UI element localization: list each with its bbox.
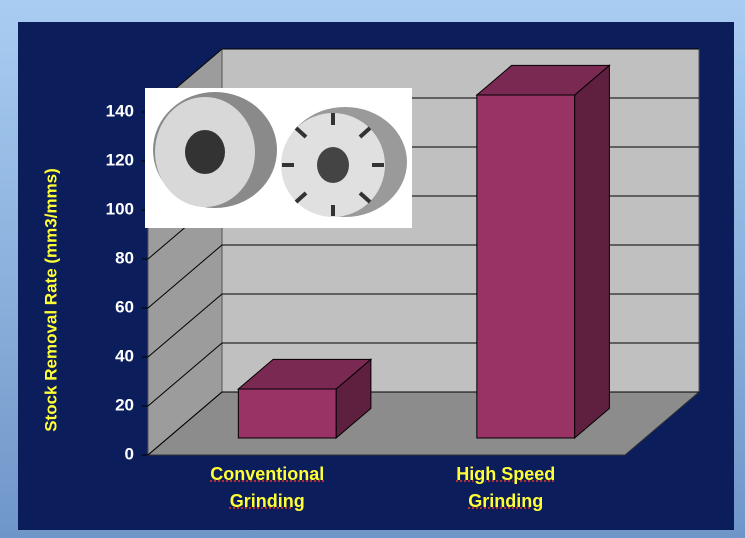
y-tick-label: 120 xyxy=(106,150,134,169)
y-tick-label: 100 xyxy=(106,199,134,218)
photo xyxy=(145,88,412,228)
x-tick-label: High Speed Grinding xyxy=(456,464,556,511)
y-axis-title: Stock Removal Rate (mm3/mms) xyxy=(41,168,60,432)
wheel-hole xyxy=(185,130,225,174)
bar xyxy=(476,94,576,439)
y-tick-label: 0 xyxy=(125,444,134,463)
y-tick-label: 20 xyxy=(115,395,134,414)
wheel-slots xyxy=(282,113,384,216)
y-tick-label: 140 xyxy=(106,101,134,120)
y-tick-label: 40 xyxy=(115,346,134,365)
bar-side xyxy=(574,64,610,440)
wheel-hole xyxy=(317,147,349,183)
x-tick-label: Conventional Grinding xyxy=(210,464,325,511)
y-tick-label: 80 xyxy=(115,248,134,267)
bar xyxy=(237,388,337,439)
y-tick-label: 60 xyxy=(115,297,134,316)
floor xyxy=(146,391,701,456)
